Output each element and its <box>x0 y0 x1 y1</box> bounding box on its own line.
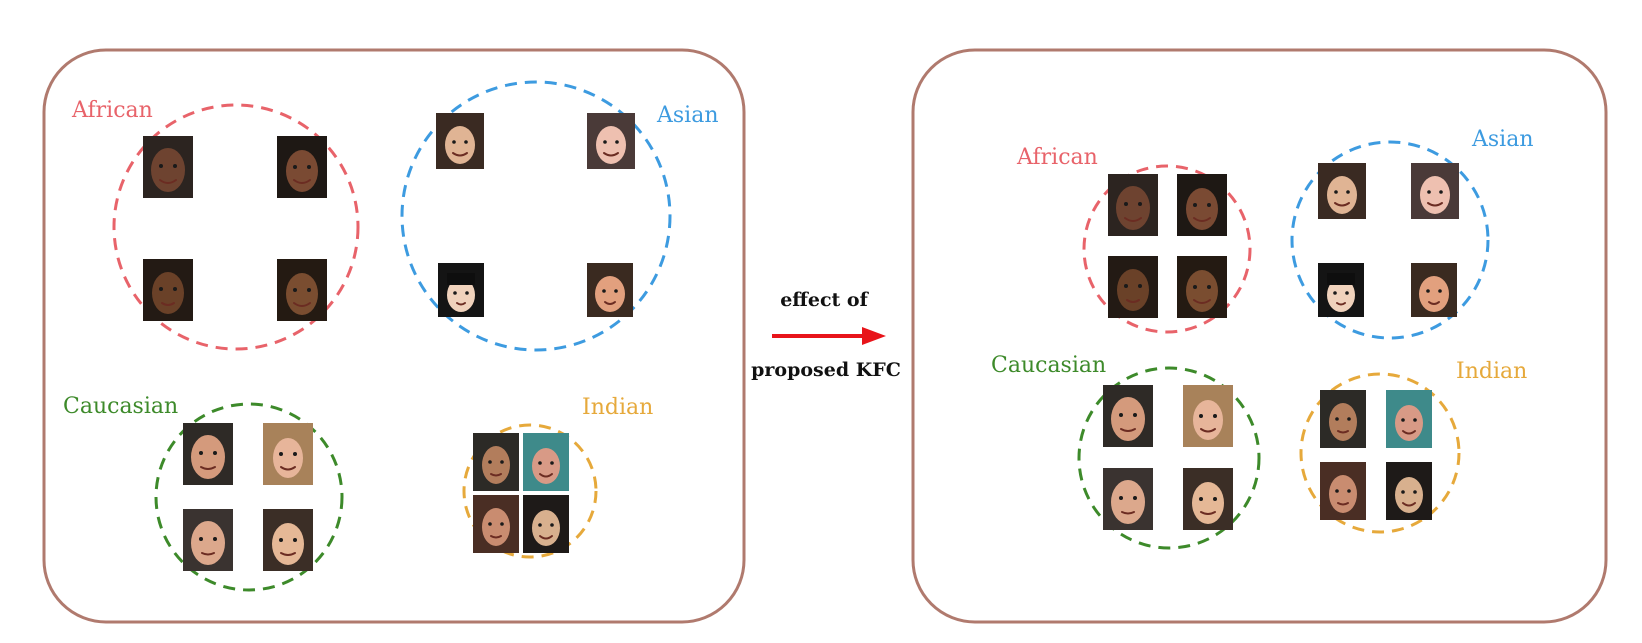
african-label-right: African <box>1016 145 1098 170</box>
left-panel-border <box>42 48 746 624</box>
face-photo-icon <box>523 433 569 491</box>
face-photo-icon <box>473 433 519 491</box>
face-photo-icon <box>436 113 484 169</box>
african-cluster-left <box>112 103 360 351</box>
asian-label-left: Asian <box>656 103 719 128</box>
face-photo-icon <box>1411 263 1457 317</box>
arrow-top-label: effect of <box>780 289 869 311</box>
asian-cluster-left <box>400 80 672 352</box>
face-photo-icon <box>473 495 519 553</box>
asian-cluster-right <box>1290 140 1490 340</box>
kfc-effect-arrow: effect of proposed KFC <box>751 289 901 381</box>
caucasian-cluster-right <box>1077 366 1261 550</box>
caucasian-label-left: Caucasian <box>63 394 178 419</box>
face-photo-icon <box>1183 468 1233 530</box>
indian-cluster-left <box>462 423 598 559</box>
face-photo-icon <box>263 423 313 485</box>
right-panel-border <box>911 48 1608 624</box>
face-photo-icon <box>1103 385 1153 447</box>
indian-label-right: Indian <box>1456 359 1527 384</box>
face-photo-icon <box>143 259 193 321</box>
face-photo-icon <box>263 509 313 571</box>
face-photo-icon <box>1108 256 1158 318</box>
right-panel: African Asian Caucasian Indian <box>911 48 1608 624</box>
left-panel: African Asian Caucasian Indian <box>42 48 746 624</box>
face-photo-icon <box>1320 462 1366 520</box>
face-photo-icon <box>523 495 569 553</box>
face-photo-icon <box>1183 385 1233 447</box>
face-photo-icon <box>438 263 484 317</box>
face-photo-icon <box>1103 468 1153 530</box>
face-photo-icon <box>587 113 635 169</box>
african-cluster-right <box>1082 164 1252 334</box>
face-photo-icon <box>277 259 327 321</box>
face-photo-icon <box>277 136 327 198</box>
face-photo-icon <box>587 263 633 317</box>
face-photo-icon <box>183 423 233 485</box>
face-photo-icon <box>1386 462 1432 520</box>
face-photo-icon <box>1318 163 1366 219</box>
caucasian-label-right: Caucasian <box>991 353 1106 378</box>
face-photo-icon <box>1177 174 1227 236</box>
african-label-left: African <box>71 98 153 123</box>
face-photo-icon <box>183 509 233 571</box>
asian-label-right: Asian <box>1471 127 1534 152</box>
indian-cluster-right <box>1299 372 1461 534</box>
arrow-bottom-label: proposed KFC <box>751 359 901 381</box>
face-photo-icon <box>1320 390 1366 448</box>
face-photo-icon <box>1411 163 1459 219</box>
face-photo-icon <box>1318 263 1364 317</box>
face-photo-icon <box>143 136 193 198</box>
face-photo-icon <box>1177 256 1227 318</box>
caucasian-cluster-left <box>154 402 344 592</box>
arrow-right-icon <box>772 327 886 345</box>
face-photo-icon <box>1108 174 1158 236</box>
face-photo-icon <box>1386 390 1432 448</box>
indian-label-left: Indian <box>582 395 653 420</box>
